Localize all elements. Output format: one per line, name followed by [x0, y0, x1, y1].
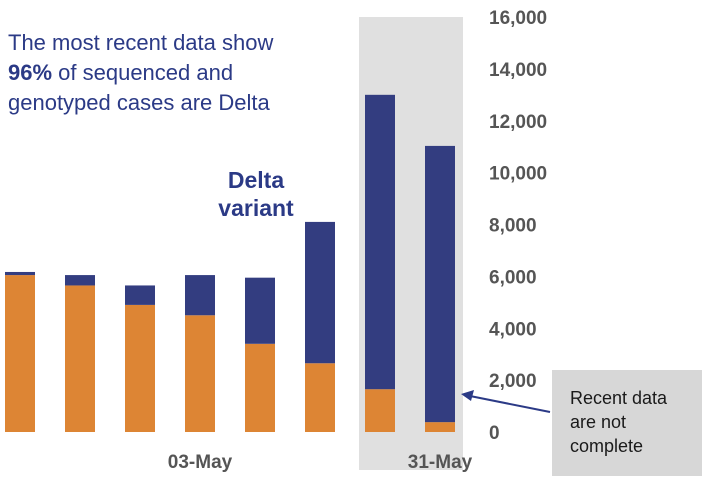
bar-delta [125, 285, 155, 305]
delta-label-line-1: Delta [227, 167, 285, 193]
bar-delta [65, 275, 95, 286]
bar-other [125, 304, 155, 432]
note-line-2: are not [570, 412, 627, 432]
bar-other [425, 422, 455, 432]
y-tick-label: 6,000 [489, 267, 537, 288]
bar-delta [245, 277, 275, 344]
bar-delta [185, 275, 215, 316]
headline-text: The most recent data show 96% of sequenc… [8, 28, 348, 118]
bar-other [365, 389, 395, 432]
headline-line-3: genotyped cases are Delta [8, 90, 270, 115]
headline-line-2: of sequenced and [52, 60, 234, 85]
delta-label-line-2: variant [218, 195, 294, 221]
bar-delta [5, 271, 35, 276]
headline-percentage: 96% [8, 60, 53, 85]
headline-line-1: The most recent data show [8, 30, 274, 55]
bar-other [65, 285, 95, 432]
bar-other [185, 315, 215, 432]
note-text: Recent data are not complete [570, 386, 698, 458]
bar-other [305, 363, 335, 432]
y-tick-label: 0 [489, 423, 500, 444]
bar-other [5, 275, 35, 432]
bar-other [245, 343, 275, 432]
note-line-1: Recent data [570, 388, 668, 408]
y-tick-label: 16,000 [489, 8, 547, 29]
y-tick-label: 8,000 [489, 216, 537, 237]
x-tick-label: 31-May [408, 452, 473, 473]
note-line-3: complete [570, 436, 644, 456]
y-tick-label: 12,000 [489, 112, 547, 133]
note-arrow-line [469, 395, 551, 413]
delta-variant-label: Delta variant [206, 166, 306, 222]
x-tick-label: 03-May [168, 452, 233, 473]
y-tick-label: 10,000 [489, 164, 547, 185]
note-arrow-head [461, 390, 474, 401]
bar-delta [305, 221, 335, 364]
bar-delta [425, 145, 455, 423]
bar-delta [365, 94, 395, 390]
incomplete-data-note: Recent data are not complete [552, 370, 702, 476]
y-tick-label: 2,000 [489, 371, 537, 392]
y-tick-label: 4,000 [489, 319, 537, 340]
y-tick-label: 14,000 [489, 60, 547, 81]
